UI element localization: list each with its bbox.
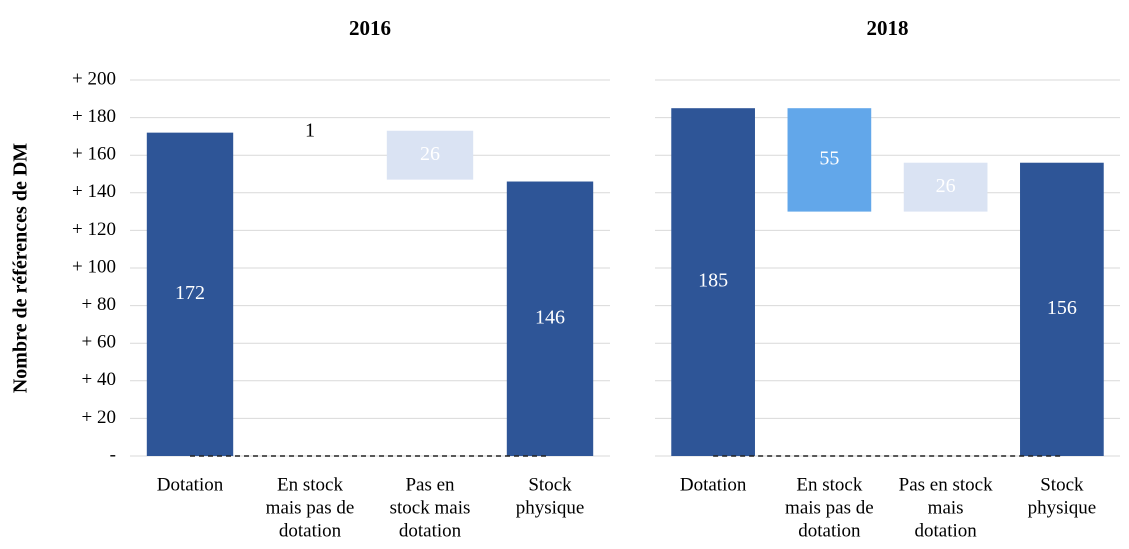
x-tick-label: Pas en stock [899,474,993,495]
bar [671,108,755,456]
x-tick-label: physique [516,497,585,518]
y-tick-label: + 20 [82,407,116,428]
bar [266,130,354,133]
bar [506,181,594,456]
y-tick-label: - [110,444,116,465]
y-tick-label: + 80 [82,294,116,315]
data-label: 1 [305,119,315,141]
y-tick-label: + 100 [72,256,116,277]
y-tick-label: + 140 [72,181,116,202]
bar [146,132,234,456]
y-axis-label: Nombre de références de DM [10,143,32,393]
x-tick-label: Dotation [157,474,224,495]
x-tick-label: mais pas de [785,497,874,518]
x-tick-label: En stock [277,474,343,495]
data-label: 172 [175,282,205,304]
data-label: 55 [819,147,839,169]
data-label: 26 [936,175,956,197]
y-tick-label: + 60 [82,332,116,353]
chart-title: 2018 [867,16,909,40]
x-tick-label: mais pas de [266,497,355,518]
bar [1020,162,1104,456]
x-tick-label: stock mais [390,497,471,518]
x-tick-label: physique [1028,497,1097,518]
data-label: 156 [1047,297,1077,319]
data-label: 146 [535,306,565,328]
x-tick-label: dotation [399,520,462,541]
x-tick-label: dotation [279,520,342,541]
chart-title: 2016 [349,16,391,40]
bar [386,130,474,180]
y-tick-label: + 120 [72,219,116,240]
y-tick-label: + 160 [72,144,116,165]
x-tick-label: Dotation [680,474,747,495]
x-tick-label: mais [928,497,964,518]
data-label: 26 [420,143,440,165]
data-label: 185 [698,270,728,292]
x-tick-label: Pas en [405,474,455,495]
x-tick-label: dotation [798,520,861,541]
y-tick-label: + 40 [82,369,116,390]
x-tick-label: Stock [1040,474,1084,495]
bar [787,108,872,212]
y-tick-label: + 200 [72,68,116,89]
x-tick-label: Stock [528,474,572,495]
x-tick-label: dotation [914,520,977,541]
y-tick-label: + 180 [72,106,116,127]
x-tick-label: En stock [796,474,862,495]
bar [903,162,988,212]
